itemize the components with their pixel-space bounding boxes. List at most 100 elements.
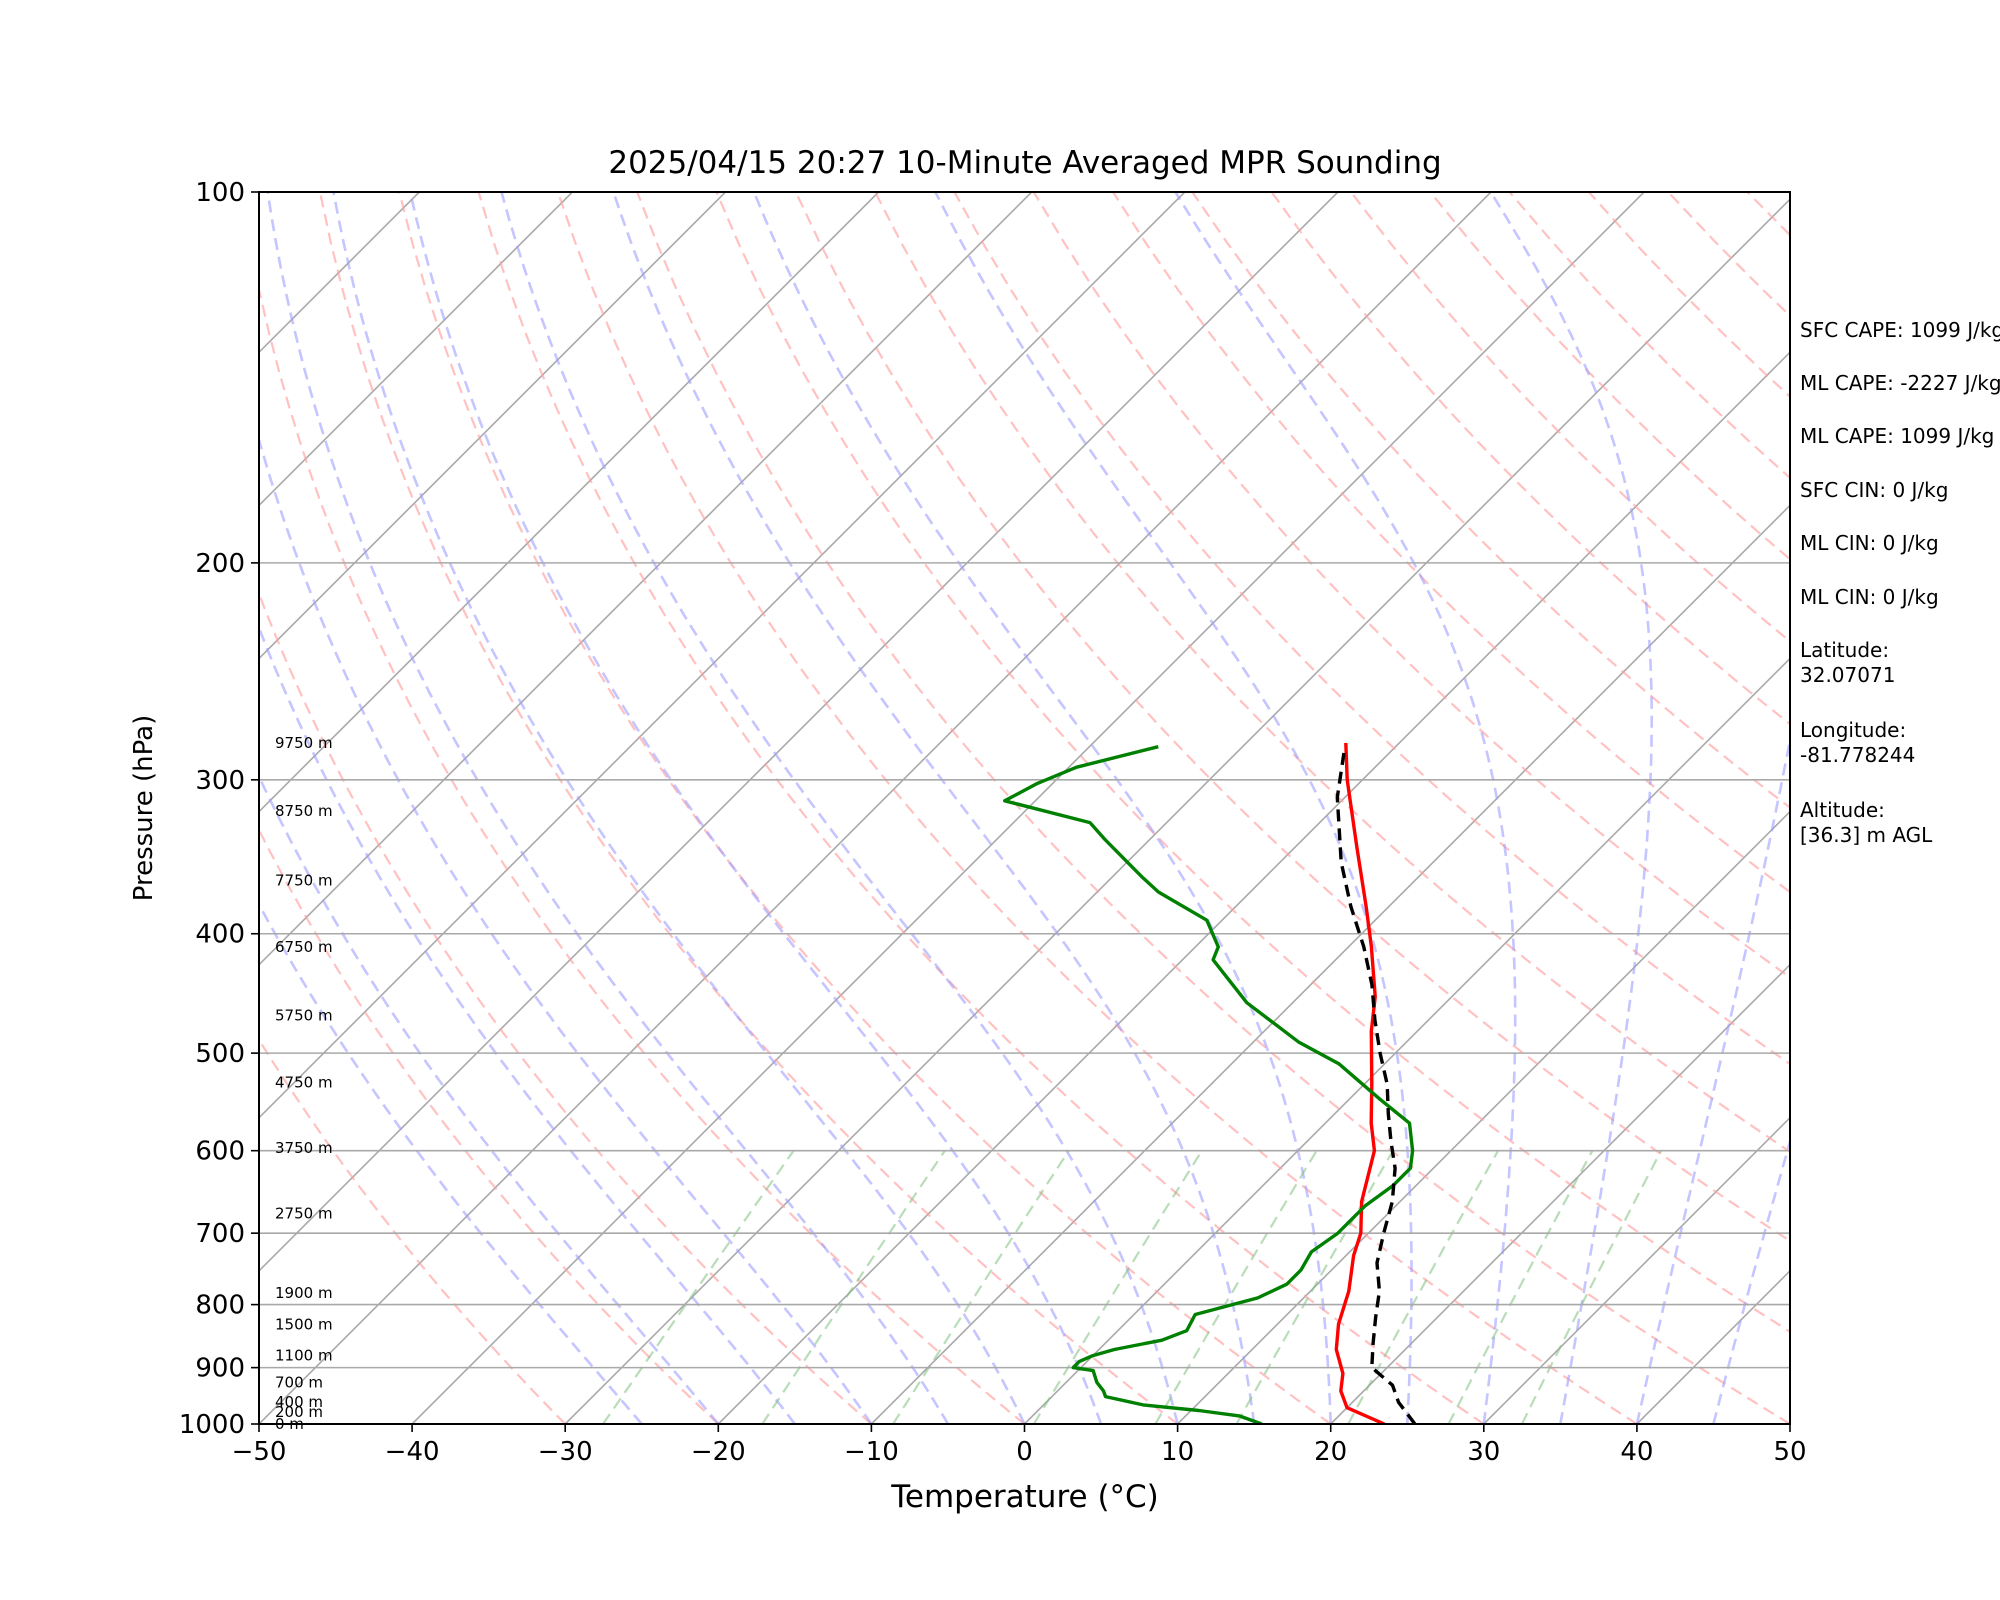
y-tick-label: 700	[195, 1219, 245, 1249]
height-label: 700 m	[275, 1373, 323, 1391]
y-tick-label: 900	[195, 1354, 245, 1384]
isotherm-line	[1177, 810, 1790, 1424]
info-longitude: Longitude: -81.778244	[1800, 718, 1916, 767]
moist-adiabat-line	[1174, 192, 1517, 1424]
y-tick-label: 600	[195, 1137, 245, 1167]
height-label: 3750 m	[275, 1139, 333, 1157]
isotherm-line	[259, 192, 1033, 966]
height-label: 1100 m	[275, 1347, 333, 1365]
x-tick-label: −50	[232, 1437, 287, 1467]
dry-adiabat-line	[715, 192, 1790, 1333]
moist-adiabat-line	[1635, 733, 1790, 1424]
height-label: 1900 m	[275, 1284, 333, 1302]
x-tick-label: −30	[538, 1437, 593, 1467]
isotherm-line	[1023, 657, 1790, 1424]
moist-adiabat-line	[752, 192, 1332, 1424]
y-axis-label: Pressure (hPa)	[129, 715, 159, 902]
x-tick-label: −40	[385, 1437, 440, 1467]
dry-adiabat-line	[636, 192, 1790, 1424]
y-tick-label: 1000	[179, 1410, 245, 1440]
height-label: 200 m	[275, 1403, 323, 1421]
dry-adiabat-line	[556, 192, 1638, 1424]
dry-adiabat-line	[1112, 192, 1790, 894]
isotherm-line	[259, 192, 573, 507]
y-axis-ticks: 100 200 300 400 500 600 700 800 900 1000	[179, 178, 259, 1440]
moist-adiabat-line	[259, 435, 873, 1424]
height-labels: 9750 m 8750 m 7750 m 6750 m 5750 m 4750 m 3750…	[275, 734, 333, 1433]
height-label: 7750 m	[275, 871, 333, 889]
isotherm-line	[1330, 963, 1790, 1424]
isotherm-line	[259, 192, 1186, 1119]
mixing-ratio-line	[602, 1150, 795, 1424]
chart-title: 2025/04/15 20:27 10-Minute Averaged MPR …	[608, 145, 1441, 181]
mixing-ratio-line	[892, 1150, 1070, 1424]
dry-adiabat-line	[398, 192, 1332, 1424]
x-tick-label: 40	[1620, 1437, 1653, 1467]
isotherm-line	[259, 192, 1339, 1273]
x-axis-ticks: −50 −40 −30 −20 −10 0 10 20 30 40 50	[232, 1424, 1807, 1467]
isobar-gridlines	[259, 191, 1790, 1425]
height-label: 6750 m	[275, 938, 333, 956]
dry-adiabat-line	[953, 192, 1790, 1066]
height-label: 9750 m	[275, 734, 333, 752]
dry-adiabat-line	[259, 827, 720, 1424]
moist-adiabat-line	[1489, 192, 1653, 1424]
isotherm-line	[1483, 1116, 1790, 1424]
mixing-ratio-line	[1032, 1150, 1203, 1424]
height-label: 4750 m	[275, 1073, 333, 1091]
info-latitude: Latitude: 32.07071	[1800, 638, 1896, 687]
height-label: 8750 m	[275, 802, 333, 820]
moist-adiabat-line	[332, 192, 1026, 1424]
dry-adiabat-line	[259, 1037, 566, 1424]
dry-adiabat-line	[1032, 192, 1790, 979]
y-tick-label: 500	[195, 1039, 245, 1069]
dry-adiabat-line	[477, 192, 1485, 1424]
mixing-ratio-line	[1347, 1150, 1500, 1424]
dry-adiabat-line	[259, 284, 1026, 1424]
y-tick-label: 100	[195, 178, 245, 208]
mixing-ratio-line	[1520, 1150, 1663, 1424]
x-tick-label: −10	[844, 1437, 899, 1467]
temperature-profile-line	[1334, 742, 1385, 1424]
x-axis-label: Temperature (°C)	[890, 1479, 1159, 1515]
y-tick-label: 400	[195, 920, 245, 950]
moist-adiabat-line	[259, 901, 643, 1424]
isotherm-line	[259, 192, 1492, 1424]
moist-adiabat-line	[612, 192, 1256, 1424]
moist-adiabat-line	[408, 192, 1103, 1424]
dry-adiabat-line	[259, 590, 873, 1424]
height-label: 400 m	[275, 1393, 323, 1411]
dry-adiabat-line	[794, 192, 1790, 1243]
x-tick-label: 0	[1016, 1437, 1033, 1467]
info-line-ml-cin: ML CIN: 0 J/kg	[1800, 531, 1939, 555]
info-line-ml-cape: ML CAPE: -2227 J/kg	[1800, 371, 2000, 395]
moist-adiabat-line	[259, 624, 796, 1424]
height-label: 1500 m	[275, 1315, 333, 1333]
x-tick-label: 30	[1467, 1437, 1500, 1467]
isotherm-line	[564, 198, 1790, 1424]
height-label: 5750 m	[275, 1006, 333, 1024]
moist-adiabat-line	[934, 192, 1413, 1424]
y-tick-label: 200	[195, 549, 245, 579]
plot-frame	[258, 191, 1791, 1425]
y-tick-label: 300	[195, 766, 245, 796]
info-line-sfc-cape: SFC CAPE: 1099 J/kg	[1800, 318, 2000, 342]
x-tick-label: 10	[1161, 1437, 1194, 1467]
isotherm-line	[259, 192, 880, 813]
moist-adiabat-line	[500, 192, 1179, 1424]
info-altitude: Altitude: [36.3] m AGL	[1800, 798, 1933, 847]
sounding-profiles	[1003, 742, 1417, 1424]
x-tick-label: 50	[1773, 1437, 1806, 1467]
info-line-ml-cape-2: ML CAPE: 1099 J/kg	[1800, 424, 1995, 448]
height-label: 2750 m	[275, 1205, 333, 1223]
parcel-path-line	[1335, 752, 1417, 1424]
dry-adiabat-line	[874, 192, 1790, 1154]
info-line-sfc-cin: SFC CIN: 0 J/kg	[1800, 478, 1949, 502]
isotherm-line	[259, 192, 727, 660]
mixing-ratio-line	[761, 1150, 946, 1424]
dewpoint-profile-line	[1003, 745, 1415, 1424]
isotherm-line	[870, 504, 1790, 1424]
moist-adiabat-line	[266, 192, 950, 1424]
y-tick-label: 800	[195, 1291, 245, 1321]
